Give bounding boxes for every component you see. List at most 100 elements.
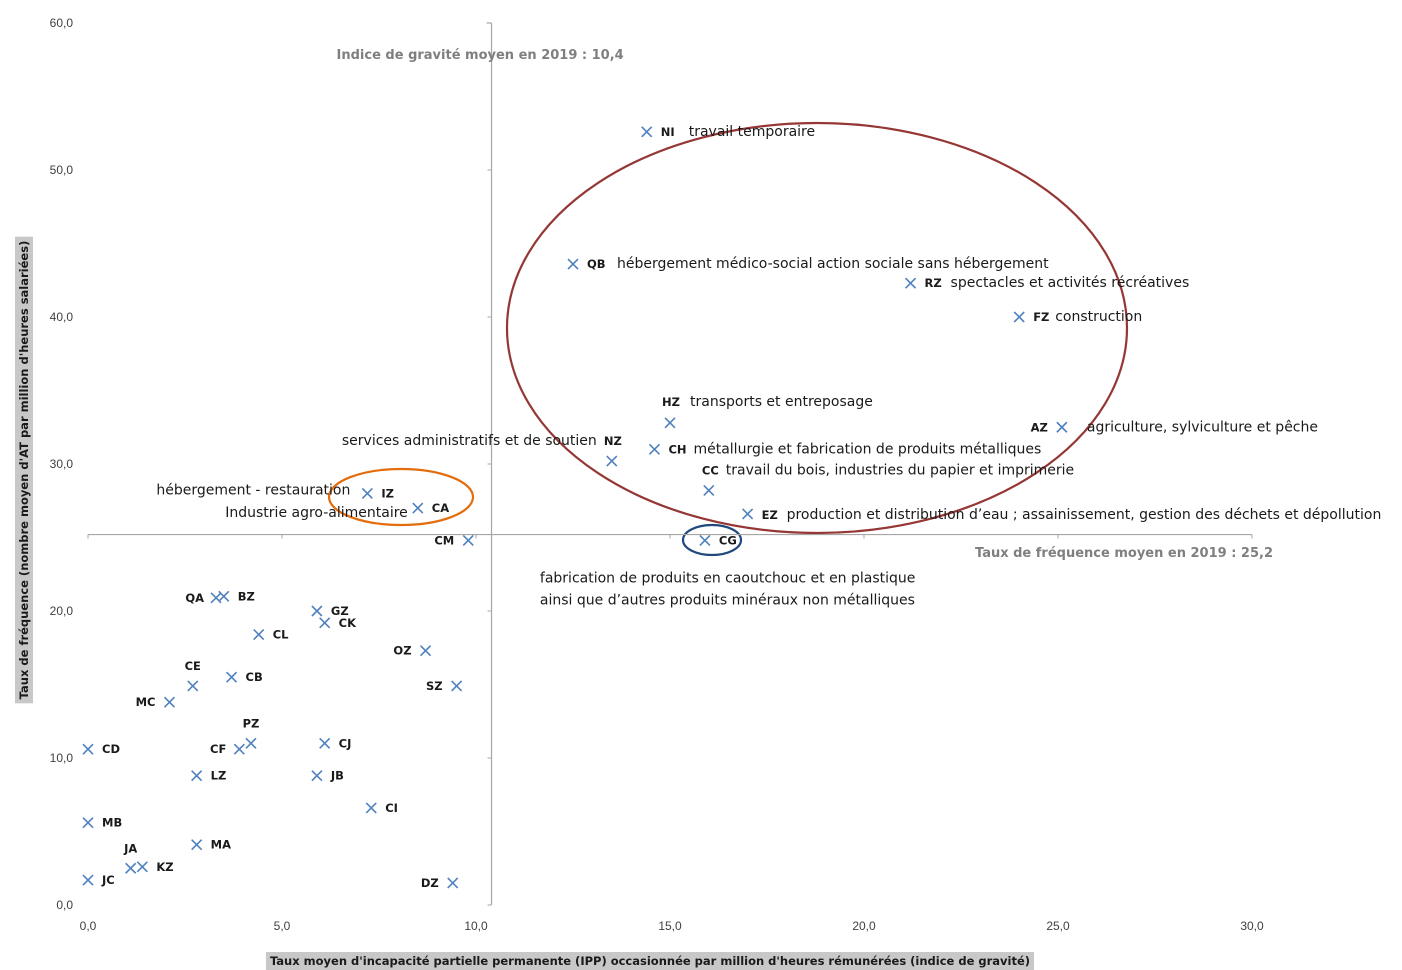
y-tick-label: 0,0 <box>56 898 73 912</box>
data-point-ci <box>365 802 377 814</box>
point-description-label: spectacles et activités récréatives <box>951 275 1190 291</box>
point-code-label: MA <box>211 838 231 852</box>
x-axis-label-bg <box>265 952 1035 970</box>
highlight-ellipse <box>505 121 1129 535</box>
data-point-cc <box>703 484 715 497</box>
point-code-label: PZ <box>243 716 260 730</box>
data-point-iz <box>361 487 373 499</box>
point-description-label: fabrication de produits en caoutchouc et… <box>540 570 916 586</box>
point-labels: NI travail temporaire QB hébergement médico… <box>101 124 1381 890</box>
x-tick-label: 0,0 <box>80 919 97 933</box>
point-description-label: hébergement - restauration <box>156 482 350 498</box>
data-point-lz <box>191 770 203 782</box>
point-description-label: transports et entreposage <box>690 394 873 410</box>
x-axis-label: Taux moyen d'incapacité partielle perman… <box>270 954 1030 968</box>
point-description-label: travail temporaire <box>689 124 815 140</box>
point-description-label: travail du bois, industries du papier et… <box>726 462 1074 478</box>
point-code-label: RZ <box>925 276 942 290</box>
x-tick-label: 30,0 <box>1240 919 1264 933</box>
data-point-ch <box>648 443 661 455</box>
data-point-oz <box>419 645 432 657</box>
data-point-cf <box>233 743 245 755</box>
data-points <box>82 126 1068 889</box>
point-code-label: CC <box>702 463 719 477</box>
point-code-label: NI <box>661 125 675 139</box>
data-point-ma <box>191 839 203 851</box>
point-code-label: FZ <box>1033 310 1049 324</box>
x-tick-label: 5,0 <box>274 919 291 933</box>
data-point-dz <box>447 877 459 889</box>
data-point-jc <box>82 874 94 886</box>
highlight-ellipse <box>681 523 743 557</box>
point-code-label: QA <box>185 591 204 605</box>
point-description-label: agriculture, sylviculture et pêche <box>1087 419 1318 435</box>
data-point-cb <box>225 671 238 683</box>
point-description-label: services administratifs et de soutien <box>342 433 597 449</box>
point-code-label: QB <box>587 257 606 271</box>
point-code-label: CI <box>385 801 398 815</box>
data-point-cg <box>699 534 711 547</box>
data-point-rz <box>904 277 917 289</box>
y-tick-label: 30,0 <box>50 457 74 471</box>
point-description-label: Industrie agro-alimentaire <box>225 505 408 521</box>
data-point-hz <box>664 417 676 429</box>
y-tick-label: 20,0 <box>50 604 74 618</box>
point-code-label: OZ <box>393 644 411 658</box>
mean-frequency-label: Taux de fréquence moyen en 2019 : 25,2 <box>975 546 1273 561</box>
point-code-label: CH <box>668 442 686 456</box>
data-point-cm <box>462 534 474 547</box>
point-code-label: CE <box>185 659 201 673</box>
data-point-qb <box>567 258 579 270</box>
point-code-label: CK <box>339 616 357 630</box>
data-point-ca <box>412 502 424 514</box>
data-point-kz <box>136 861 148 873</box>
point-code-label: CA <box>432 501 449 515</box>
y-axis-label-bg <box>15 236 33 704</box>
point-code-label: EZ <box>762 508 778 522</box>
point-code-label: BZ <box>238 589 255 603</box>
y-tick-label: 40,0 <box>50 310 74 324</box>
point-code-label: CG <box>719 533 737 547</box>
data-point-sz <box>451 680 463 692</box>
data-point-ce <box>187 680 199 692</box>
point-description-label: métallurgie et fabrication de produits m… <box>693 441 1041 457</box>
data-point-nz <box>606 455 618 467</box>
point-code-label: LZ <box>211 769 227 783</box>
data-point-cl <box>253 628 265 641</box>
point-code-label: SZ <box>426 679 443 693</box>
x-tick-label: 15,0 <box>658 919 682 933</box>
data-point-fz <box>1013 311 1025 323</box>
data-point-ni <box>641 126 653 138</box>
point-code-label: IZ <box>381 486 394 500</box>
data-point-ez <box>742 508 754 520</box>
point-code-label: NZ <box>604 434 622 448</box>
point-code-label: GZ <box>331 604 349 618</box>
point-code-label: HZ <box>662 395 680 409</box>
data-point-az <box>1056 421 1068 433</box>
point-code-label: KZ <box>156 860 173 874</box>
point-description-label: production et distribution d’eau ; assai… <box>787 507 1382 523</box>
x-tick-label: 25,0 <box>1046 919 1070 933</box>
point-description-label: ainsi que d’autres produits minéraux non… <box>540 592 915 608</box>
axes <box>87 22 1253 906</box>
x-tick-label: 10,0 <box>464 919 488 933</box>
point-code-label: CF <box>210 742 226 756</box>
highlight-ellipses <box>327 121 1129 557</box>
mean-gravity-label: Indice de gravité moyen en 2019 : 10,4 <box>337 48 624 63</box>
point-code-label: MC <box>136 695 156 709</box>
data-point-jb <box>311 770 323 782</box>
point-code-label: MB <box>102 816 122 830</box>
point-code-label: CB <box>246 670 263 684</box>
data-point-gz <box>311 605 323 617</box>
data-point-bz <box>218 590 230 602</box>
point-code-label: JC <box>101 873 115 887</box>
y-tick-label: 50,0 <box>50 163 74 177</box>
tick-labels: 0,0 5,0 10,0 15,0 20,0 25,0 30,0 0,0 10,0 20,0 30,… <box>50 16 1264 933</box>
data-point-ja <box>125 862 137 874</box>
point-code-label: JA <box>123 841 137 855</box>
data-point-mc <box>163 696 176 708</box>
point-code-label: DZ <box>421 876 439 890</box>
y-tick-label: 10,0 <box>50 751 74 765</box>
y-tick-label: 60,0 <box>50 16 74 30</box>
point-code-label: JB <box>330 769 344 783</box>
